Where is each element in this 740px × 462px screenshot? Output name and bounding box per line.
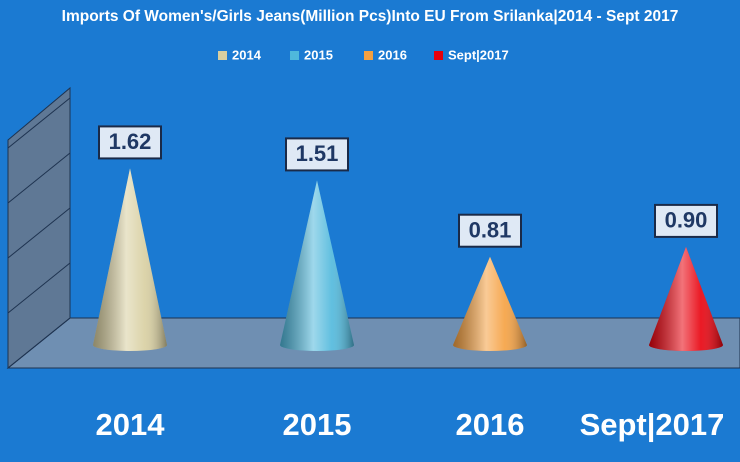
x-tick-label: 2016 — [456, 407, 525, 442]
value-label-box — [654, 203, 718, 238]
chart-title: Imports Of Women's/Girls Jeans(Million P… — [62, 8, 679, 25]
legend-swatch — [218, 51, 227, 60]
x-tick-label: 2014 — [96, 407, 166, 442]
value-label: 1.51 — [296, 141, 339, 166]
legend-swatch — [364, 51, 373, 60]
legend-swatch — [434, 51, 443, 60]
legend-label: 2014 — [232, 47, 262, 62]
grid-line — [7, 97, 71, 149]
x-tick-label: 2015 — [283, 407, 352, 442]
value-label-box — [458, 213, 522, 248]
cone-shade — [93, 168, 167, 351]
legend-label: Sept|2017 — [448, 47, 509, 62]
value-label-box — [98, 125, 162, 160]
value-label: 0.90 — [665, 208, 708, 233]
value-label: 0.81 — [469, 218, 512, 243]
x-tick-label: Sept|2017 — [580, 407, 725, 442]
legend-swatch — [290, 51, 299, 60]
grid-line — [7, 152, 71, 204]
grid-line — [7, 262, 71, 314]
legend: 2014 2015 2016 Sept|2017 — [218, 47, 509, 62]
cone-shade — [649, 246, 723, 351]
grid-line — [7, 207, 71, 259]
value-label-box — [285, 137, 349, 172]
cone-shade — [280, 180, 354, 351]
legend-label: 2016 — [378, 47, 407, 62]
grid-line — [7, 317, 71, 369]
value-label: 1.62 — [109, 129, 152, 154]
legend-label: 2015 — [304, 47, 333, 62]
cone-shade — [453, 256, 527, 351]
